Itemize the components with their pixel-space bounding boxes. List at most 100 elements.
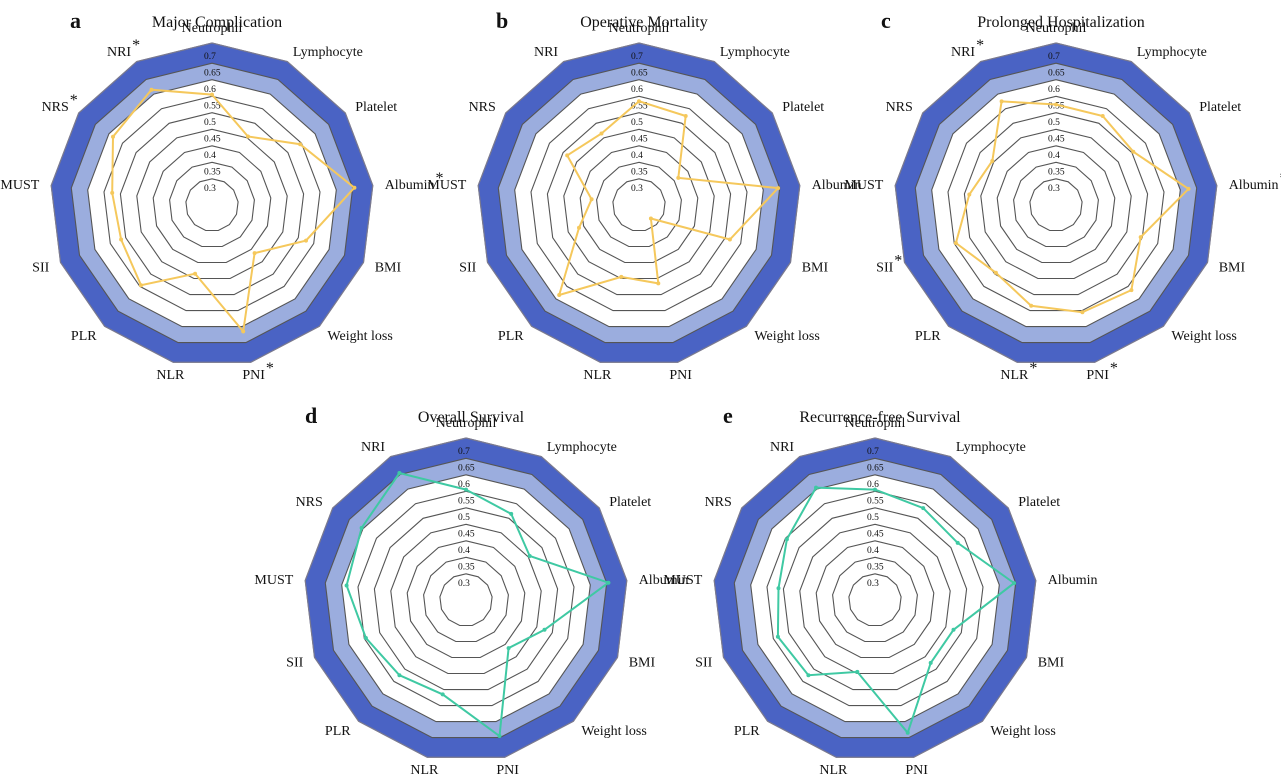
- axis-label-albumin: Albumin: [1048, 573, 1098, 588]
- axis-label-lymphocyte: Lymphocyte: [956, 440, 1026, 455]
- tick-label: 0.65: [458, 464, 475, 474]
- plot-area: [750, 474, 1000, 722]
- axis-label-neutrophil: Neutrophil: [845, 416, 906, 431]
- axis-label-neutrophil: Neutrophil: [1026, 21, 1087, 36]
- tick-label: 0.4: [204, 151, 216, 161]
- tick-label: 0.65: [867, 464, 884, 474]
- grid-ring: [185, 178, 239, 232]
- panel-title: Recurrence-free Survival: [799, 409, 961, 426]
- grid-ring: [947, 95, 1165, 312]
- axis-label-plr: PLR: [498, 329, 524, 344]
- data-point-nri: [149, 87, 154, 92]
- grid-ring: [169, 161, 255, 248]
- grid-ring: [70, 62, 354, 344]
- axis-label-pni: PNI: [669, 368, 692, 383]
- grid-ring: [832, 556, 918, 643]
- axis-label-plr: PLR: [325, 724, 351, 739]
- plot-area: [87, 79, 337, 327]
- tick-label: 0.45: [204, 135, 221, 145]
- tick-label: 0.5: [1048, 118, 1060, 128]
- panel-title: Operative Mortality: [580, 14, 708, 31]
- data-point-albumin: [776, 186, 781, 191]
- axis-label-sii: SII: [876, 261, 893, 276]
- panel-letter: d: [305, 403, 317, 428]
- grid-ring: [782, 507, 968, 691]
- series-line: [557, 100, 781, 297]
- data-point-must: [776, 586, 781, 591]
- axis-label-must: MUST: [663, 573, 702, 588]
- tick-label: 0.45: [458, 530, 475, 540]
- grid-ring: [980, 128, 1132, 280]
- grid-ring: [1013, 161, 1099, 248]
- data-point-pni: [241, 329, 246, 334]
- outer-border: [894, 42, 1218, 363]
- grid-ring: [733, 457, 1017, 739]
- data-point-nrs: [359, 525, 364, 530]
- axis-label-nrs: NRS: [42, 100, 69, 115]
- axis-label-nlr: NLR: [819, 763, 848, 774]
- axis-label-platelet: Platelet: [1018, 495, 1060, 510]
- grid-ring: [579, 145, 699, 264]
- grid-ring: [136, 128, 288, 280]
- grid-ring: [799, 523, 951, 675]
- grid-ring: [439, 573, 493, 627]
- data-point-weight-loss: [252, 251, 257, 256]
- data-point-bmi: [951, 627, 956, 632]
- axis-label-must: MUST: [254, 573, 293, 588]
- axis-label-weight-loss: Weight loss: [1171, 329, 1236, 344]
- grid-ring: [390, 523, 542, 675]
- grid-ring: [324, 457, 608, 739]
- data-point-sii: [577, 225, 581, 230]
- axis-label-must: MUST: [0, 178, 39, 193]
- outer-border: [713, 437, 1037, 758]
- axis-label-sii: SII: [32, 261, 49, 276]
- axis-label-pni: PNI: [905, 763, 928, 774]
- tick-label: 0.4: [631, 151, 643, 161]
- series-line: [776, 486, 1016, 735]
- data-point-pni: [1080, 310, 1085, 315]
- data-point-must: [589, 197, 594, 202]
- tick-label: 0.35: [1048, 168, 1065, 178]
- axis-label-nri: NRI: [770, 440, 794, 455]
- plot-area: [931, 79, 1181, 327]
- tick-label: 0.35: [631, 168, 648, 178]
- panel-title: Prolonged Hospitalization: [977, 14, 1145, 31]
- axis-label-neutrophil: Neutrophil: [436, 416, 497, 431]
- tick-label: 0.35: [458, 563, 475, 573]
- data-point-lymphocyte: [246, 134, 250, 139]
- data-point-sii: [953, 241, 958, 245]
- data-point-weight-loss: [928, 660, 933, 665]
- tick-label: 0.55: [204, 102, 221, 112]
- tick-label: 0.55: [867, 497, 884, 507]
- grid-ring: [612, 178, 666, 232]
- axis-label-pni: PNI: [242, 368, 265, 383]
- data-point-platelet: [955, 540, 960, 545]
- data-point-sii: [363, 636, 368, 640]
- axis-label-nlr: NLR: [410, 763, 439, 774]
- panel-letter: e: [723, 403, 733, 428]
- grid-ring: [152, 145, 272, 264]
- axis-label-albumin: Albumin: [1229, 178, 1279, 193]
- grid-ring: [530, 95, 748, 312]
- data-point-lymphocyte: [509, 511, 514, 516]
- data-point-neutrophil: [637, 99, 641, 104]
- axis-label-bmi: BMI: [629, 656, 656, 671]
- grid-ring: [996, 145, 1116, 264]
- data-point-neutrophil: [1054, 102, 1058, 107]
- data-point-sii: [119, 237, 124, 242]
- data-point-nri: [397, 471, 402, 475]
- outer-border: [304, 437, 628, 758]
- axis-label-platelet: Platelet: [782, 100, 824, 115]
- grid-ring: [357, 490, 575, 707]
- axis-label-plr: PLR: [71, 329, 97, 344]
- grid-ring: [815, 540, 935, 659]
- radar-panel-b: 0.3 0.35 0.4 0.45 0.5 0.55 0.6 0.65 0.7 Neutrophi…: [427, 8, 861, 383]
- tick-label: 0.3: [867, 579, 879, 589]
- axis-label-must: MUST: [427, 178, 466, 193]
- axis-label-platelet: Platelet: [355, 100, 397, 115]
- axis-label-sii: SII: [286, 656, 303, 671]
- axis-label-weight-loss: Weight loss: [327, 329, 392, 344]
- tick-label: 0.6: [867, 480, 879, 490]
- significance-star: *: [436, 170, 444, 187]
